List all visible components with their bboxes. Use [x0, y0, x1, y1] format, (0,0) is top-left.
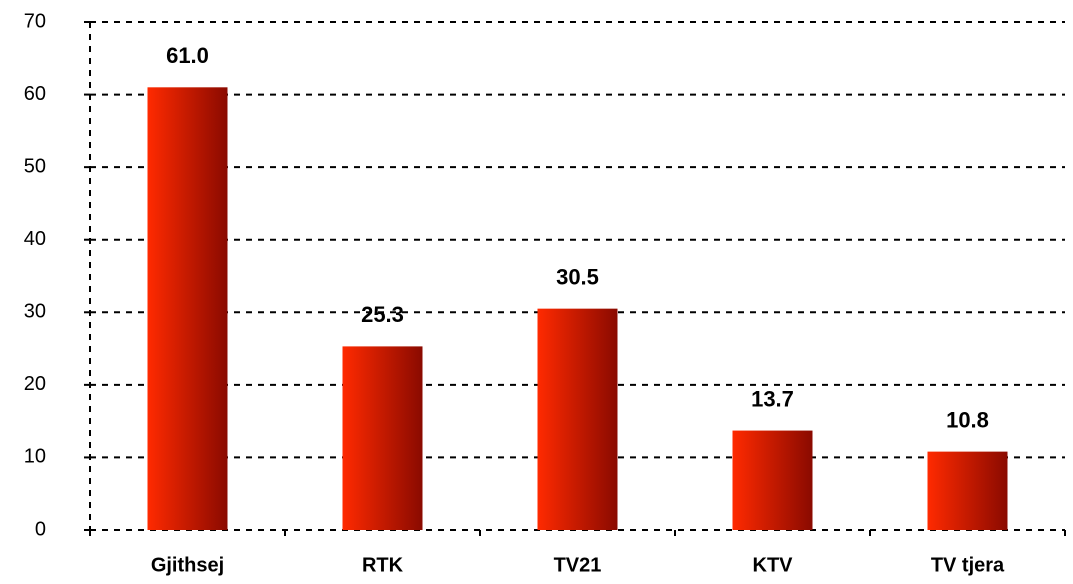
x-tick-label: Gjithsej	[151, 554, 224, 576]
y-tick-label: 0	[35, 518, 46, 540]
value-label: 61.0	[166, 43, 209, 68]
y-tick-label: 30	[24, 301, 46, 323]
value-label: 13.7	[751, 386, 794, 411]
bar	[342, 346, 423, 530]
bar	[927, 451, 1008, 530]
value-label: 25.3	[361, 302, 404, 327]
x-tick-label: TV tjera	[931, 554, 1005, 576]
value-label: 30.5	[556, 264, 599, 289]
y-tick-label: 50	[24, 155, 46, 177]
y-tick-label: 40	[24, 228, 46, 250]
x-tick-label: TV21	[554, 554, 602, 576]
y-tick-label: 20	[24, 373, 46, 395]
bar	[537, 308, 618, 530]
bar	[732, 430, 813, 530]
value-label: 10.8	[946, 407, 989, 432]
y-tick-label: 70	[24, 10, 46, 32]
y-tick-label: 10	[24, 446, 46, 468]
x-tick-label: RTK	[362, 554, 404, 576]
x-tick-label: KTV	[753, 554, 794, 576]
bar	[147, 87, 228, 531]
y-tick-label: 60	[24, 83, 46, 105]
